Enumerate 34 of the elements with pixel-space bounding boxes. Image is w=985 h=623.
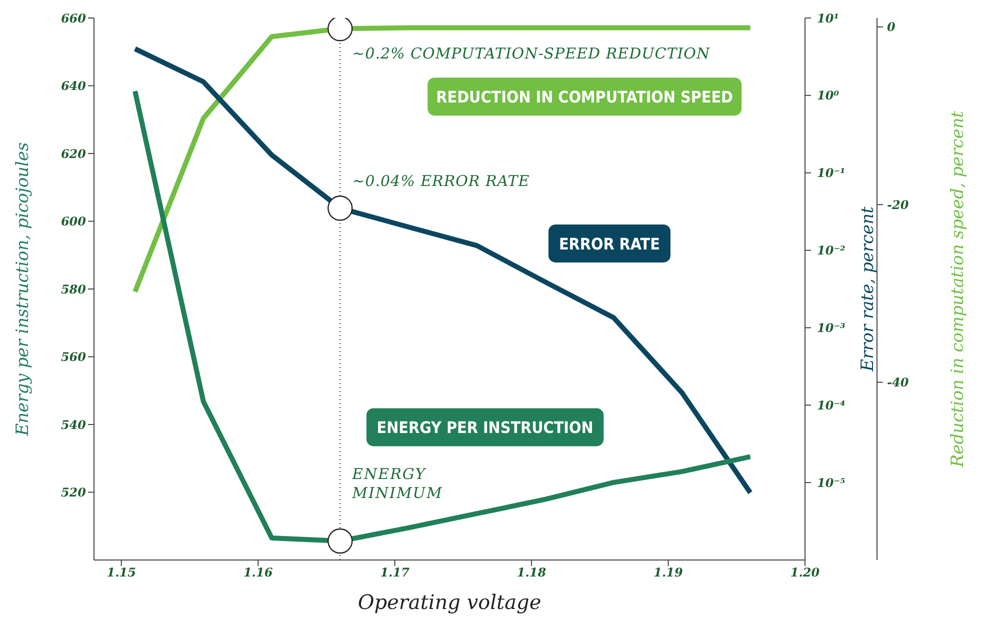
y-tick-label: 580 [60, 282, 87, 296]
y3-tick-label: -20 [887, 198, 910, 212]
y2-tick-label: 10⁻³ [817, 320, 846, 335]
x-tick-label: 1.19 [654, 566, 684, 580]
y2-tick-label: 10⁻¹ [817, 166, 846, 180]
y3-tick-label: -40 [887, 376, 910, 390]
x-tick-label: 1.18 [516, 566, 547, 580]
y-tick-label: 660 [60, 11, 87, 26]
x-tick-label: 1.15 [106, 566, 136, 580]
x-axis-title: Operating voltage [358, 590, 542, 614]
annotation: ~0.2% COMPUTATION-SPEED REDUCTION [352, 44, 710, 63]
y2-tick-label: 10⁻² [817, 244, 846, 258]
x-tick-label: 1.16 [243, 566, 274, 580]
y3-tick-label: 0 [887, 20, 896, 34]
y2-tick-label: 10⁻⁵ [817, 476, 846, 490]
y2-tick-label: 10⁰ [817, 88, 840, 103]
y-axis-title: Energy per instruction, picojoules [13, 142, 34, 437]
y3-axis-title: Reduction in computation speed, percent [948, 110, 968, 468]
series-label: ERROR RATE [558, 234, 660, 254]
y-tick-label: 620 [60, 146, 87, 161]
x-tick-label: 1.20 [790, 566, 820, 580]
y2-tick-label: 10¹ [817, 11, 839, 26]
y2-axis-title: Error rate, percent [858, 206, 878, 372]
text: ENERGY PER INSTRUCTION [376, 418, 594, 438]
y-tick-label: 540 [60, 418, 87, 432]
annotation: ENERGY MINIMUM [351, 465, 443, 502]
x-tick-label: 1.17 [380, 566, 410, 580]
annotation: ~0.04% ERROR RATE [352, 172, 530, 190]
y-tick-label: 560 [60, 350, 87, 364]
y-tick-label: 600 [60, 214, 87, 229]
y2-tick-label: 10⁻⁴ [817, 398, 846, 412]
text: REDUCTION IN COMPUTATION SPEED [436, 88, 734, 107]
y-tick-label: 640 [60, 79, 87, 94]
y-tick-label: 520 [60, 486, 87, 500]
